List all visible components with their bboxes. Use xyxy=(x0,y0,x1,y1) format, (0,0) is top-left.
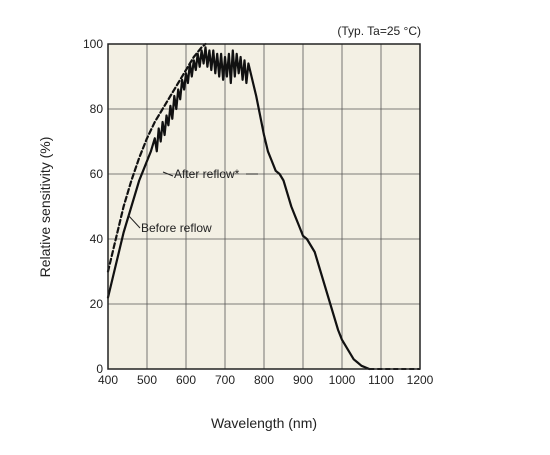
plot-frame xyxy=(107,43,421,370)
before-reflow-label: Before reflow xyxy=(141,221,212,235)
y-tick-label: 40 xyxy=(90,232,104,246)
x-tick-label: 600 xyxy=(176,373,196,387)
after-reflow-leader-left xyxy=(162,171,174,177)
y-axis-label: Relative sensitivity (%) xyxy=(37,137,53,278)
x-tick-label: 1200 xyxy=(407,373,434,387)
x-tick-label: 1000 xyxy=(329,373,356,387)
annotations: After reflow* Before reflow xyxy=(127,167,258,235)
y-tick-label: 100 xyxy=(83,37,103,51)
y-tick-label: 60 xyxy=(90,167,104,181)
after-reflow-series-line xyxy=(106,46,371,371)
before-reflow-series-line xyxy=(106,42,207,273)
x-tick-label: 400 xyxy=(98,373,118,387)
y-tick-label: 20 xyxy=(90,297,104,311)
x-tick-label: 500 xyxy=(137,373,157,387)
x-tick-labels: 400 500 600 700 800 900 1000 1100 1200 xyxy=(98,373,434,387)
x-tick-label: 1100 xyxy=(368,373,394,387)
condition-note: (Typ. Ta=25 °C) xyxy=(337,24,421,38)
x-axis-label: Wavelength (nm) xyxy=(211,415,317,431)
x-tick-label: 900 xyxy=(293,373,313,387)
after-reflow-label: After reflow* xyxy=(174,167,240,181)
x-tick-label: 700 xyxy=(215,373,235,387)
y-tick-label: 0 xyxy=(96,362,103,376)
x-tick-label: 800 xyxy=(254,373,274,387)
y-tick-label: 80 xyxy=(90,102,104,116)
y-tick-labels: 0 20 40 60 80 100 xyxy=(83,37,103,376)
before-reflow-leader xyxy=(127,214,141,229)
